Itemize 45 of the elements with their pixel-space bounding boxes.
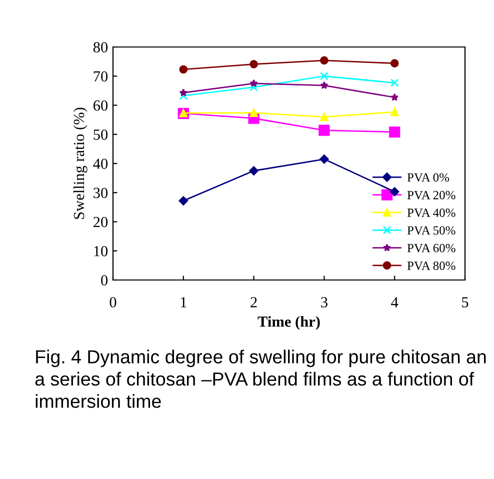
point xyxy=(320,112,328,122)
point xyxy=(318,124,330,136)
y-tick-label: 60 xyxy=(94,100,108,111)
point xyxy=(320,56,328,65)
point xyxy=(390,187,400,196)
y-tick-label: 50 xyxy=(94,130,108,140)
point xyxy=(179,88,188,96)
point xyxy=(390,78,399,87)
caption: Fig. 4 Dynamic degree of swelling for pure chitosan an a series of chitosan –PVA blend films as a function of immersion time xyxy=(35,350,486,408)
point xyxy=(320,72,328,80)
y-tick-label: 70 xyxy=(94,71,108,82)
point xyxy=(250,83,258,92)
legend-label: PVA 50% xyxy=(407,226,456,235)
legend-label: PVA 80% xyxy=(407,262,456,270)
point xyxy=(179,65,188,74)
x-tick-label: 0 xyxy=(110,297,116,308)
x-tick-label: 4 xyxy=(391,297,398,308)
y-tick-label: 10 xyxy=(94,246,108,256)
legend-label: PVA 40% xyxy=(407,208,456,218)
point xyxy=(320,154,329,164)
y-tick-label: 40 xyxy=(93,158,108,169)
point xyxy=(250,79,258,87)
point xyxy=(179,91,188,100)
point xyxy=(390,108,399,116)
legend-label: PVA 20% xyxy=(407,190,456,200)
y-tick-label: 30 xyxy=(94,188,108,198)
y-tick-label: 20 xyxy=(94,216,108,228)
point xyxy=(390,93,399,101)
point xyxy=(250,60,258,68)
x-tick-label: 1 xyxy=(180,297,186,308)
x-tick-label: 3 xyxy=(321,297,328,308)
x-tick-label: 5 xyxy=(462,297,468,308)
legend-label: PVA 0% xyxy=(407,173,450,182)
point xyxy=(390,59,399,68)
point xyxy=(389,126,400,138)
point xyxy=(249,166,258,176)
point xyxy=(178,196,188,206)
legend-label: PVA 60% xyxy=(407,244,456,252)
x-tick-label: 2 xyxy=(250,297,257,308)
y-tick-label: 0 xyxy=(101,275,108,286)
point xyxy=(250,108,258,117)
y-tick-label: 80 xyxy=(93,42,108,52)
y-axis-title: Swelling ratio (%) xyxy=(73,108,88,219)
x-axis-title: Time (hr) xyxy=(258,316,320,330)
point xyxy=(320,81,328,89)
